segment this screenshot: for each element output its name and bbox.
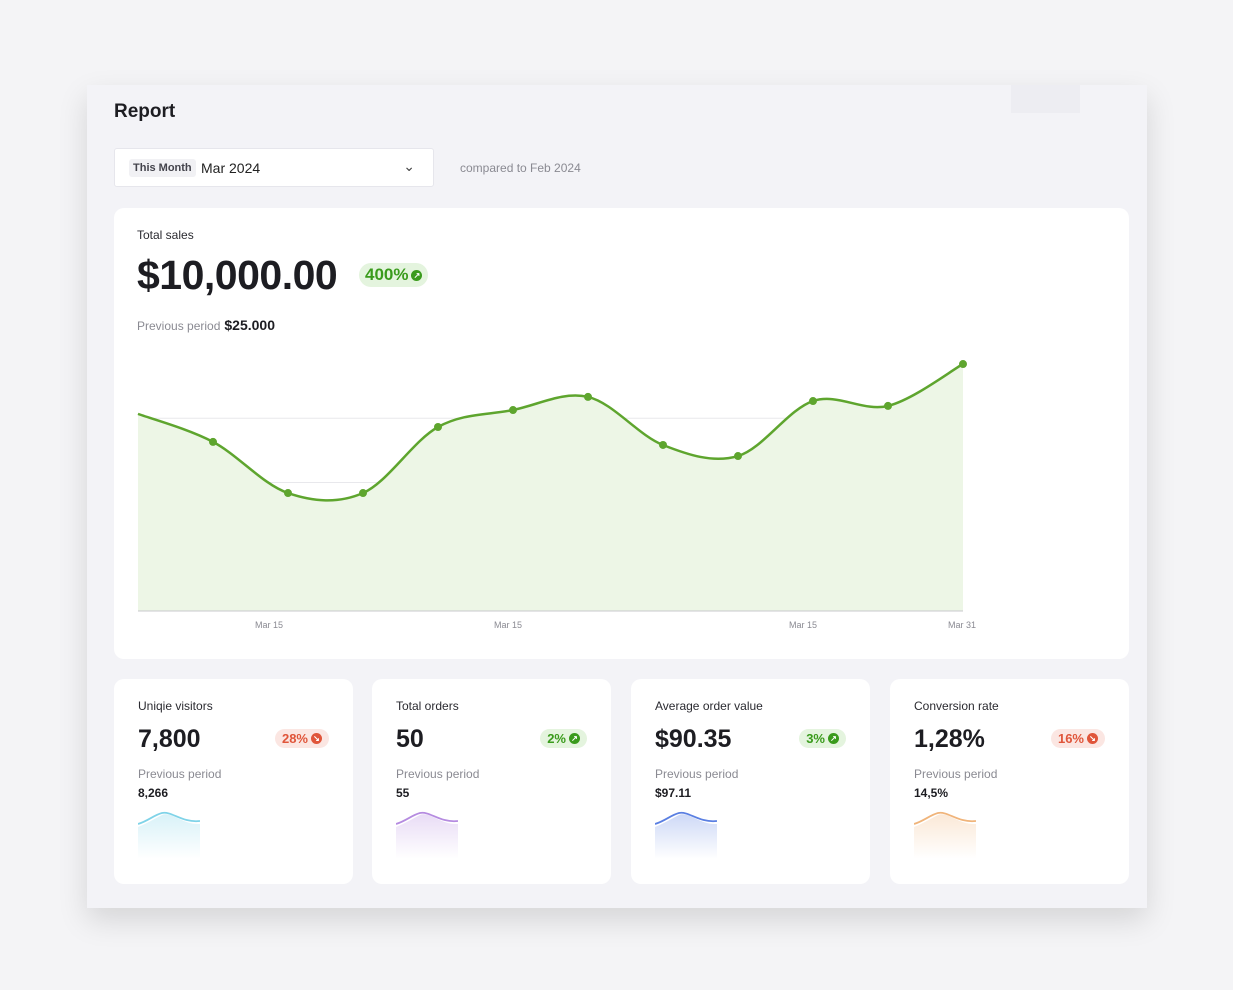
total-sales-card: Total sales $10,000.00 400% ↗ Previous p… [114,208,1129,659]
previous-value: 8,266 [138,786,169,800]
data-point[interactable] [884,401,892,410]
page-title: Report [114,101,176,122]
chart-line [137,362,964,502]
placeholder-block [1011,85,1080,113]
metric-value: 1,28% [914,725,985,753]
data-point[interactable] [284,489,292,498]
arrow-up-right-icon: ↗ [828,733,839,744]
metric-value: 50 [396,725,424,753]
previous-label: Previous period [138,767,222,781]
sparkline [914,811,976,859]
change-value: 3% [806,731,825,746]
previous-value: 55 [396,786,410,800]
data-point[interactable] [359,489,367,498]
sparkline-line [655,811,717,825]
sales-chart: Mar 15 Mar 15 Mar 15 Mar 31 [137,360,976,630]
change-badge: 2% ↗ [540,729,587,748]
arrow-up-right-icon: ↗ [411,269,423,281]
change-badge: 16% ↘ [1050,729,1105,748]
metric-label: Uniqie visitors [138,699,213,713]
sparkline-line [914,811,976,825]
change-badge: 28% ↘ [274,729,329,748]
change-value: 28% [281,731,308,746]
sparkline [138,811,200,859]
period-select[interactable]: This Month Mar 2024 ⌄ [114,148,434,187]
sparkline-line [138,811,200,825]
change-value: 16% [1057,731,1084,746]
chevron-down-icon: ⌄ [403,158,415,174]
total-sales-label: Total sales [137,228,194,242]
previous-label: Previous period [655,767,739,781]
previous-value: $25.000 [224,317,275,333]
sparkline-area [396,814,458,859]
metric-label: Conversion rate [914,699,999,713]
previous-value: 14,5% [914,786,949,800]
sparkline-area [138,814,200,859]
sparkline [396,811,458,859]
change-value: 2% [547,731,566,746]
metric-value: $90.35 [655,725,732,753]
metric-label: Total orders [396,699,459,713]
data-point[interactable] [959,360,967,369]
metric-card: Uniqie visitors 7,800 28% ↘ Previous peri… [114,679,353,884]
data-point[interactable] [734,452,742,461]
previous-period: Previous period $25.000 [137,317,275,333]
x-tick-label: Mar 31 [948,620,976,630]
previous-label: Previous period [396,767,480,781]
metric-value: 7,800 [138,725,201,753]
sparkline-area [914,814,976,859]
compare-text: compared to Feb 2024 [460,161,581,175]
metric-card: Average order value $90.35 3% ↗ Previous … [631,679,870,884]
data-point[interactable] [659,440,667,449]
previous-value: $97.11 [655,786,692,800]
period-value: Mar 2024 [201,160,261,176]
metric-card: Total orders 50 2% ↗ Previous period 55 [372,679,611,884]
report-panel: Report This Month Mar 2024 ⌄ compared to… [87,85,1147,908]
data-point[interactable] [584,392,592,401]
arrow-down-right-icon: ↘ [311,733,322,744]
x-tick-label: Mar 15 [494,620,522,630]
data-point[interactable] [509,406,517,415]
arrow-up-right-icon: ↗ [569,733,580,744]
sparkline [655,811,717,859]
total-sales-value: $10,000.00 [137,252,338,298]
change-value: 400% [365,265,409,284]
total-sales-change-badge: 400% ↗ [359,263,429,287]
arrow-down-right-icon: ↘ [1087,733,1098,744]
chart-area [138,364,963,611]
x-tick-label: Mar 15 [789,620,817,630]
metric-card: Conversion rate 1,28% 16% ↘ Previous peri… [890,679,1129,884]
metric-label: Average order value [655,699,763,713]
sparkline-area [655,814,717,859]
x-tick-label: Mar 15 [255,620,283,630]
period-chip: This Month [129,159,196,177]
change-badge: 3% ↗ [799,729,846,748]
data-point[interactable] [434,422,442,431]
data-point[interactable] [809,397,817,406]
sparkline-line [396,811,458,825]
data-point[interactable] [209,437,217,446]
previous-label: Previous period [914,767,998,781]
previous-label: Previous period [137,319,221,333]
